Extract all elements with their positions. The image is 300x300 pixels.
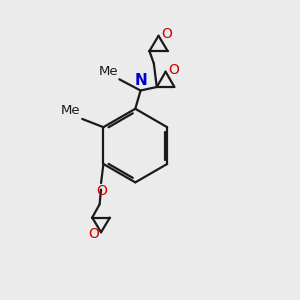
Text: O: O bbox=[161, 27, 172, 41]
Text: O: O bbox=[169, 63, 179, 77]
Text: Me: Me bbox=[98, 65, 118, 78]
Text: O: O bbox=[97, 184, 107, 198]
Text: Me: Me bbox=[61, 104, 81, 118]
Text: O: O bbox=[89, 227, 100, 241]
Text: N: N bbox=[134, 73, 147, 88]
